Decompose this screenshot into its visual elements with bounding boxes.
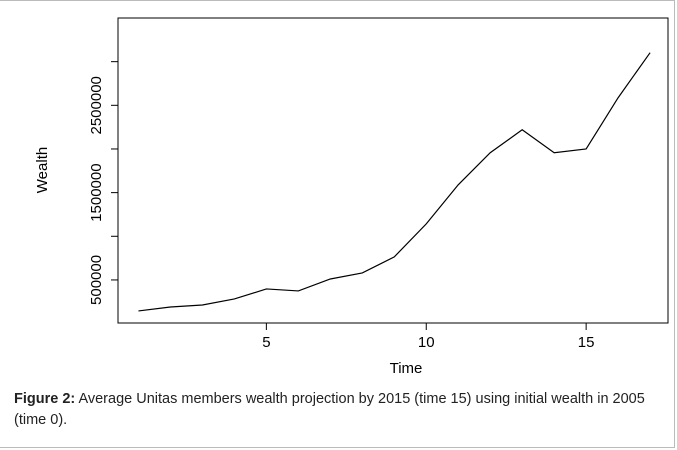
caption-label: Figure 2: (14, 391, 76, 407)
y-tick-label: 1500000 (88, 163, 105, 221)
x-tick-label: 15 (578, 334, 595, 351)
y-tick-label: 500000 (88, 255, 105, 305)
x-axis-label: Time (390, 360, 423, 377)
plot-box (117, 17, 669, 324)
data-line (138, 52, 651, 312)
chart: Time Wealth 5 10 15 500000 1500000 2500000 (34, 17, 669, 377)
caption-text: Average Unitas members wealth projection… (14, 391, 645, 428)
x-tick-label: 10 (418, 334, 435, 351)
y-axis-label: Wealth (34, 147, 51, 193)
y-tick-label: 2500000 (88, 76, 105, 134)
x-tick-label: 5 (262, 334, 270, 351)
caption: Figure 2: Average Unitas members wealth … (14, 389, 669, 431)
